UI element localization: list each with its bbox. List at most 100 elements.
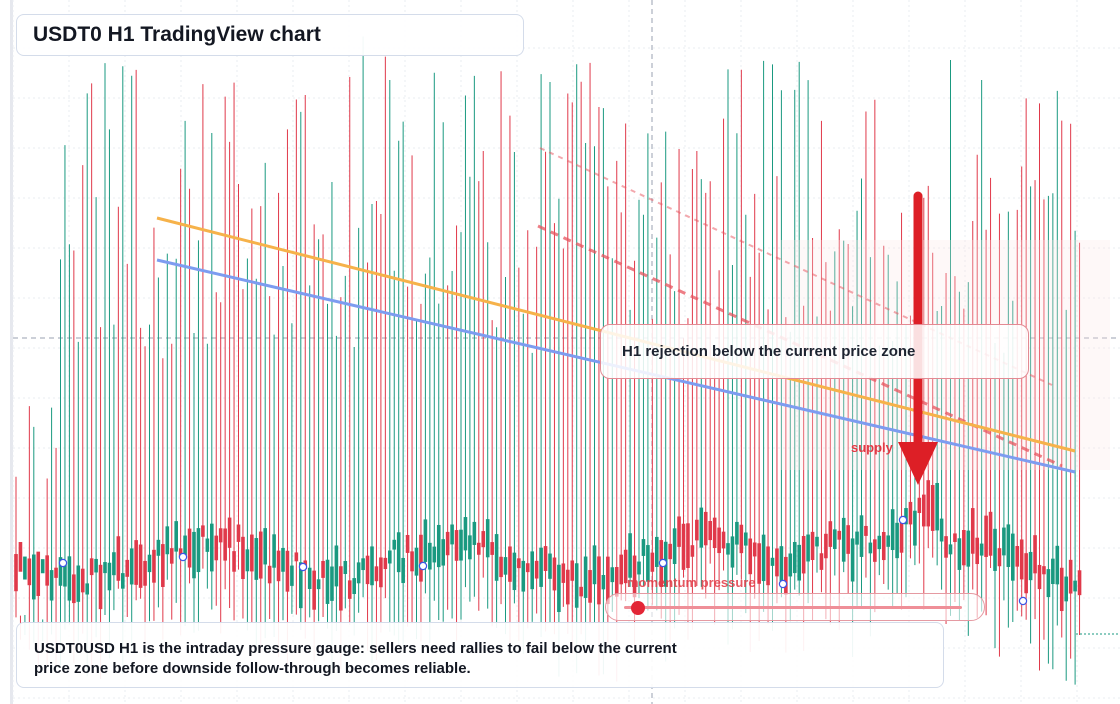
candle-body (174, 521, 178, 552)
candle-body (32, 554, 36, 600)
candle-body (49, 570, 54, 601)
candle-body (962, 530, 966, 566)
candle-body (258, 531, 263, 579)
candle-body (944, 536, 948, 558)
candle-body (23, 556, 27, 580)
candle-body (352, 578, 356, 595)
candle-body (806, 534, 810, 562)
candle-body (156, 539, 161, 556)
candle-body (868, 542, 873, 554)
candle-body (89, 558, 94, 576)
gauge-knob[interactable] (630, 601, 645, 615)
candle-body (356, 562, 361, 584)
candle-body (112, 552, 116, 576)
candle-body (330, 566, 334, 601)
candle-body (365, 555, 370, 585)
candle-body (63, 561, 67, 587)
candle-body (485, 519, 490, 558)
candle-body (833, 529, 837, 550)
candle-body (227, 517, 232, 548)
candle-body (1059, 567, 1064, 612)
title-panel: USDT0 H1 TradingView chart (16, 14, 524, 56)
candle-body (463, 517, 468, 551)
candle-body (1037, 564, 1042, 590)
candle-body (481, 531, 486, 548)
event-marker (298, 562, 308, 572)
candle-body (161, 544, 165, 587)
candle-body (370, 546, 374, 586)
candle-body (801, 535, 806, 574)
candle-body (721, 531, 726, 549)
candle-body (499, 556, 503, 578)
candle-body (797, 544, 801, 581)
momentum-gauge[interactable] (605, 593, 985, 621)
candle-body (623, 549, 628, 584)
candle-body (334, 545, 339, 587)
candle-body (646, 545, 650, 582)
candle-body (450, 524, 454, 545)
candle-body (886, 535, 890, 547)
rejection-callout: H1 rejection below the current price zon… (600, 324, 1029, 379)
candle-body (472, 521, 477, 545)
candle-body (775, 548, 779, 577)
candle-body (436, 524, 441, 568)
candle-body (276, 550, 281, 582)
candle-body (54, 567, 58, 578)
candle-body (241, 536, 245, 580)
candle-body (236, 524, 241, 542)
candle-body (218, 528, 223, 543)
candle-body (770, 557, 775, 566)
candle-body (757, 543, 761, 584)
candle-body (686, 523, 690, 568)
candle-body (1011, 533, 1015, 581)
candle-body (913, 510, 917, 546)
candle-body (588, 570, 592, 603)
candle-body (183, 535, 187, 556)
candle-body (859, 515, 864, 557)
candle-body (299, 562, 303, 609)
gauge-label: momentum pressure (627, 575, 756, 590)
candle-body (557, 564, 561, 613)
candle-body (396, 532, 401, 573)
candle-body (1077, 570, 1082, 596)
candle-body (459, 529, 463, 561)
candle-body (1019, 539, 1024, 580)
candle-body (864, 525, 868, 536)
candle-body (930, 485, 935, 531)
candle-body (895, 522, 899, 559)
candle-body (877, 535, 882, 550)
caption-panel: USDT0USD H1 is the intraday pressure gau… (16, 622, 944, 688)
candle-body (917, 497, 922, 514)
candle-body (147, 554, 152, 573)
candle-body (837, 530, 842, 540)
candle-body (521, 560, 526, 592)
candle-body (103, 562, 107, 574)
candle-body (534, 560, 539, 579)
candle-body (717, 527, 721, 554)
candle-body (583, 556, 588, 598)
candle-body (14, 554, 18, 592)
candle-body (579, 586, 583, 597)
candle-body (561, 563, 566, 583)
candle-body (922, 494, 926, 527)
candle-body (503, 557, 508, 575)
candle-body (152, 549, 156, 583)
candle-body (552, 557, 557, 591)
candle-body (178, 548, 183, 558)
candle-body (316, 579, 321, 590)
candle-body (36, 551, 41, 596)
candle-body (779, 546, 784, 585)
candle-body (703, 511, 708, 546)
candle-body (681, 523, 686, 570)
candle-body (752, 542, 757, 557)
candle-body (512, 552, 517, 591)
candle-body (67, 556, 72, 601)
candle-body (214, 535, 219, 561)
caption-text: USDT0USD H1 is the intraday pressure gau… (34, 640, 677, 677)
candle-body (739, 524, 744, 554)
candle-body (873, 539, 877, 562)
candle-body (566, 569, 570, 605)
candle-body (40, 559, 45, 574)
candle-body (72, 574, 76, 604)
candle-body (548, 553, 552, 579)
